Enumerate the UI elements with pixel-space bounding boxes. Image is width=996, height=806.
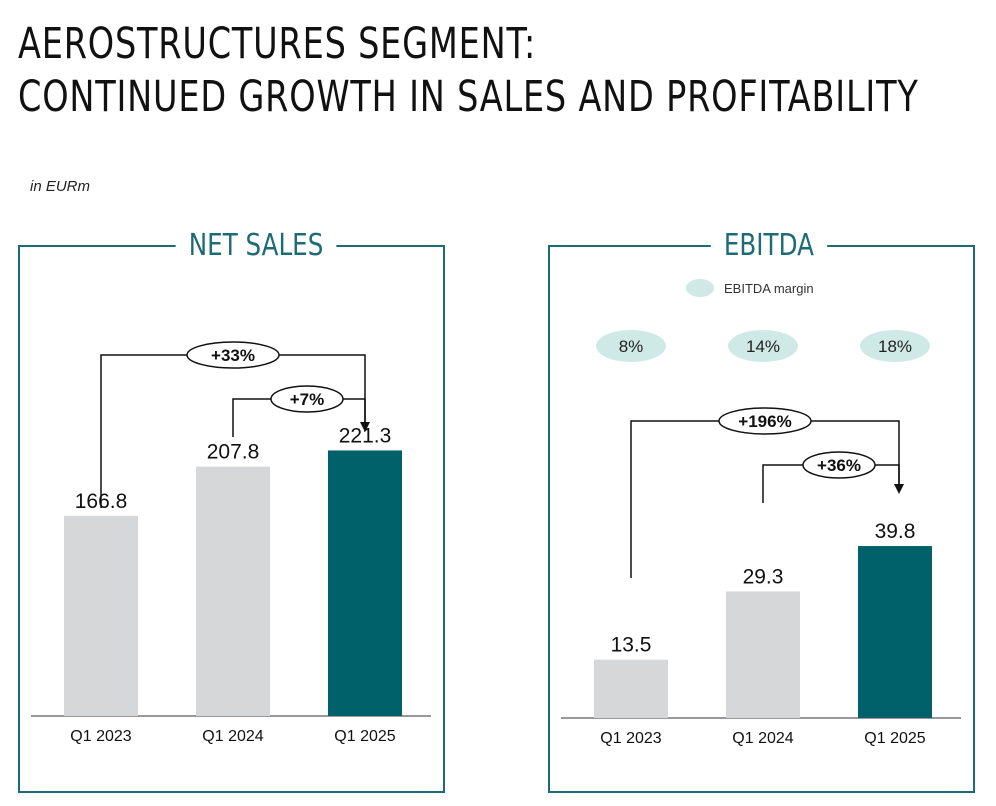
ebitda-margin-pill-1 [728, 330, 798, 362]
net-sales-value-label-1: 207.8 [207, 441, 260, 464]
net-sales-tick-label-0: Q1 2023 [70, 728, 131, 745]
ebitda-growth-pill-1 [802, 451, 876, 479]
net-sales-growth-label-0: +33% [211, 346, 255, 365]
net-sales-bar-1 [196, 466, 270, 716]
net-sales-growth-pill-0 [186, 341, 280, 369]
ebitda-value-label-1: 29.3 [743, 565, 784, 588]
ebitda-margin-label-2: 18% [878, 337, 912, 356]
ebitda-tick-label-1: Q1 2024 [732, 730, 793, 747]
unit-note: in EURm [30, 178, 91, 195]
ebitda-title: EBITDA [710, 227, 828, 265]
ebitda-value-label-2: 39.8 [875, 520, 916, 543]
ebitda-growth-label-0: +196% [738, 412, 791, 431]
net-sales-growth-label-1: +7% [290, 390, 325, 409]
ebitda-margin-legend-label: EBITDA margin [724, 281, 814, 296]
ebitda-margin-label-0: 8% [619, 337, 644, 356]
ebitda-bar-0 [594, 659, 668, 718]
net-sales-bar-0 [64, 515, 138, 716]
ebitda-tick-label-0: Q1 2023 [600, 730, 661, 747]
ebitda-chart: 13.5 Q1 2023 29.3 Q1 2024 39.8 Q1 2025 +196% +3… [561, 279, 961, 747]
net-sales-panel: NET SALES 166.8 Q1 2023 207.8 Q1 2024 221.3 Q… [18, 227, 445, 793]
ebitda-panel: EBITDA 13.5 Q1 2023 29.3 Q1 2024 39.8 Q1 2025… [548, 227, 975, 793]
ebitda-growth-arrowhead [894, 484, 904, 494]
page-title-line-2: CONTINUED GROWTH IN SALES AND PROFITABIL… [18, 72, 919, 122]
ebitda-margin-pill-2 [860, 330, 930, 362]
net-sales-growth-pill-1 [270, 385, 344, 413]
ebitda-margin-label-1: 14% [746, 337, 780, 356]
ebitda-value-label-0: 13.5 [611, 634, 652, 657]
net-sales-growth-arrowhead [360, 422, 370, 432]
net-sales-tick-label-2: Q1 2025 [334, 728, 395, 745]
page-title-line-1: AEROSTRUCTURES SEGMENT: [18, 19, 537, 69]
ebitda-tick-label-2: Q1 2025 [864, 730, 925, 747]
ebitda-margin-legend-swatch [686, 279, 714, 297]
net-sales-title: NET SALES [175, 227, 337, 265]
ebitda-bar-2 [858, 546, 932, 718]
net-sales-value-label-2: 221.3 [339, 424, 392, 447]
ebitda-growth-label-1: +36% [817, 456, 861, 475]
ebitda-margin-pill-0 [596, 330, 666, 362]
page-title: AEROSTRUCTURES SEGMENT: CONTINUED GROWTH… [18, 18, 919, 124]
ebitda-growth-pill-0 [718, 407, 812, 435]
ebitda-bar-1 [726, 591, 800, 718]
net-sales-tick-label-1: Q1 2024 [202, 728, 263, 745]
net-sales-bar-2 [328, 450, 402, 716]
